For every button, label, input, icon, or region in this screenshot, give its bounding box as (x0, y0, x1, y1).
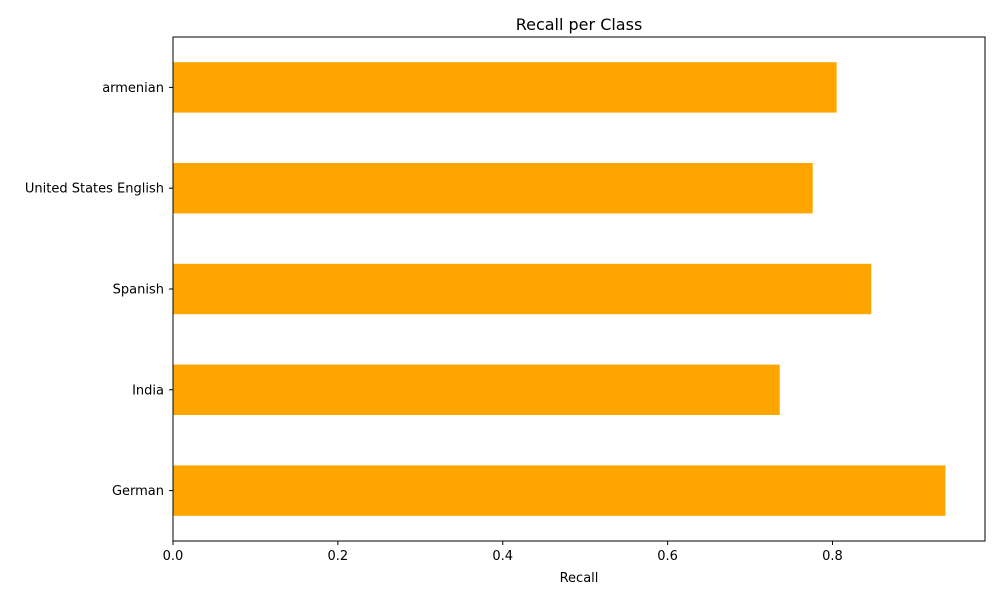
x-axis: 0.0 0.2 0.4 0.6 0.8 (163, 541, 843, 564)
x-tick-label: 0.8 (822, 549, 843, 564)
y-tick-label: Spanish (113, 283, 164, 298)
x-tick-label: 0.6 (657, 549, 678, 564)
y-tick-label: India (132, 383, 164, 398)
bars-layer (173, 62, 946, 516)
y-axis: armenian United States English Spanish Indi… (25, 81, 173, 499)
bar-german (173, 465, 946, 516)
x-tick-label: 0.4 (492, 549, 513, 564)
bar-india (173, 364, 780, 415)
y-tick-label: United States English (25, 182, 164, 197)
chart-title: Recall per Class (516, 15, 643, 34)
x-tick-label: 0.0 (163, 549, 184, 564)
y-tick-label: German (112, 484, 164, 499)
y-tick-label: armenian (102, 81, 164, 96)
bar-spanish (173, 263, 872, 315)
x-tick-label: 0.2 (328, 549, 349, 564)
x-axis-label: Recall (560, 571, 599, 586)
bar-united-states-english (173, 163, 813, 214)
bar-armenian (173, 62, 837, 113)
